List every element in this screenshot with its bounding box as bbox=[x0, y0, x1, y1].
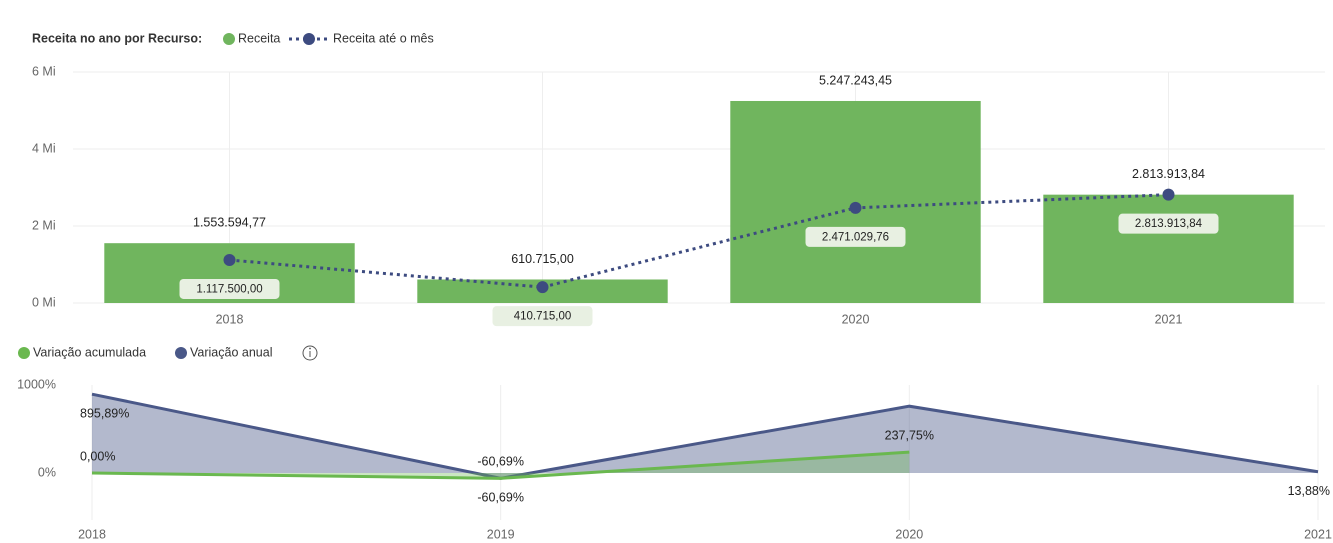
value-label-box bbox=[1118, 213, 1219, 234]
y-tick-label: 0% bbox=[38, 465, 56, 479]
legend-swatch bbox=[303, 33, 315, 45]
x-tick-label: 2021 bbox=[1304, 527, 1332, 541]
x-tick-label: 2018 bbox=[78, 527, 106, 541]
area-fill bbox=[92, 394, 1318, 479]
area-value-label: -60,69% bbox=[477, 455, 524, 469]
bar-value-label: 610.715,00 bbox=[511, 252, 574, 266]
line-marker bbox=[849, 201, 862, 214]
value-label-box bbox=[179, 278, 280, 299]
bar bbox=[1043, 194, 1294, 303]
y-tick-label: 4 Mi bbox=[32, 141, 56, 155]
line-marker bbox=[1162, 188, 1175, 201]
legend-label: Variação anual bbox=[190, 345, 272, 359]
chart-title: Receita no ano por Recurso: bbox=[32, 31, 202, 45]
line-value-label: 2.813.913,84 bbox=[1135, 218, 1203, 230]
legend-swatch bbox=[223, 33, 235, 45]
line-marker bbox=[536, 281, 549, 294]
area-value-label: 13,88% bbox=[1288, 484, 1330, 498]
x-tick-label: 2021 bbox=[1155, 312, 1183, 326]
legend-label: Variação acumulada bbox=[33, 345, 146, 359]
y-tick-label: 0 Mi bbox=[32, 295, 56, 309]
legend-label: Receita até o mês bbox=[333, 31, 434, 45]
x-tick-label: 2020 bbox=[842, 312, 870, 326]
legend-swatch bbox=[18, 347, 30, 359]
value-label-box bbox=[492, 306, 593, 327]
line bbox=[229, 193, 1169, 289]
x-tick-label: 2019 bbox=[487, 527, 515, 541]
bar-value-label: 5.247.243,45 bbox=[819, 73, 892, 87]
line-marker bbox=[223, 253, 236, 266]
legend-label: Receita bbox=[238, 31, 280, 45]
bar-value-label: 1.553.594,77 bbox=[193, 215, 266, 229]
y-tick-label: 6 Mi bbox=[32, 64, 56, 78]
line-value-label: 2.471.029,76 bbox=[822, 231, 889, 243]
value-label-box bbox=[805, 226, 906, 247]
legend-swatch bbox=[175, 347, 187, 359]
line-value-label: 1.117.500,00 bbox=[196, 284, 262, 296]
x-tick-label: 2020 bbox=[895, 527, 923, 541]
area-line bbox=[91, 392, 1319, 480]
area-value-label: 237,75% bbox=[885, 428, 934, 442]
area-fill bbox=[92, 452, 910, 479]
bar-value-label: 2.813.913,84 bbox=[1132, 167, 1205, 181]
area-value-label: -60,69% bbox=[477, 491, 524, 505]
y-tick-label: 2 Mi bbox=[32, 218, 56, 232]
x-tick-label: 2018 bbox=[216, 312, 244, 326]
area-value-label: 895,89% bbox=[80, 406, 129, 420]
area-line bbox=[91, 450, 910, 480]
y-tick-label: 1000% bbox=[17, 377, 56, 391]
area-value-label: 0,00% bbox=[80, 449, 115, 463]
info-icon[interactable] bbox=[302, 345, 318, 361]
line-value-label: 410.715,00 bbox=[514, 311, 572, 323]
info-icon bbox=[309, 347, 311, 350]
